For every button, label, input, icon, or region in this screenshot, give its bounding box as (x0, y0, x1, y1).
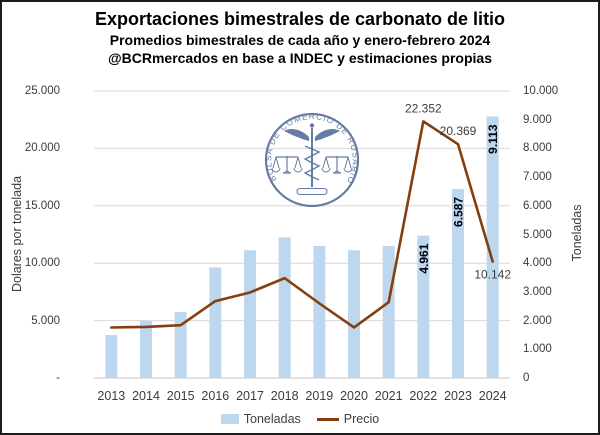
y-axis-tick-left: 15.000 (24, 199, 60, 212)
logo-scale-left (271, 156, 303, 174)
legend-bar-swatch-icon (220, 414, 239, 424)
bar-label-2022: 4.961 (417, 243, 431, 273)
logo-caduceus (284, 123, 340, 187)
logo-wing-left (284, 129, 309, 141)
logo-snake (303, 145, 321, 181)
legend-label-toneladas: Toneladas (243, 412, 301, 426)
bcr-logo-watermark: BOLSA DE COMERCIO DE ROSARIO (264, 112, 360, 208)
x-axis-label: 2023 (444, 389, 472, 403)
y-axis-title-right: Toneladas (570, 204, 584, 262)
x-axis-label: 2022 (409, 389, 438, 403)
y-axis-tick-right: 8.000 (523, 142, 552, 155)
line-label-2023: 20.369 (440, 124, 477, 138)
x-axis-label: 2019 (305, 389, 334, 403)
y-axis-tick-right: 4.000 (523, 257, 552, 270)
y-axis-tick-right: 10.000 (523, 85, 559, 97)
y-axis-tick-right: 7.000 (523, 171, 552, 184)
x-axis-label: 2014 (132, 389, 160, 403)
legend-item-toneladas: Toneladas (220, 412, 301, 426)
x-axis-label: 2013 (97, 389, 126, 403)
x-axis-label: 2016 (201, 389, 230, 403)
legend-label-precio: Precio (343, 412, 380, 426)
y-axis-tick-right: 1.000 (523, 343, 552, 356)
y-axis-tick-left: - (56, 372, 60, 384)
bar-label-2023: 6.587 (452, 197, 466, 227)
logo-circle (264, 112, 360, 208)
bar-2022 (417, 235, 430, 378)
y-axis-tick-right: 3.000 (523, 285, 552, 298)
line-series-precio (110, 120, 494, 329)
bar-2014 (140, 320, 152, 378)
bar-2019 (313, 245, 326, 378)
bar-2015 (174, 311, 187, 378)
x-axis-label: 2020 (340, 389, 368, 403)
bar-2016 (209, 267, 222, 378)
logo-wing-right (315, 129, 340, 141)
plot-area: BOLSA DE COMERCIO DE ROSARIO (94, 90, 511, 379)
y-axis-tick-right: 6.000 (523, 199, 552, 212)
price-line (110, 120, 494, 329)
y-axis-tick-left: 25.000 (24, 85, 60, 97)
bar-2023 (452, 188, 464, 378)
bar-2013 (105, 334, 118, 378)
chart-subtitle: Promedios bimestrales de cada año y ener… (109, 31, 491, 48)
bar-2018 (278, 237, 291, 378)
x-axis-label: 2017 (236, 389, 264, 403)
y-axis-tick-right: 9.000 (523, 113, 552, 126)
data-labels: 4.961 6.587 9.113 22.352 20.369 10.142 (405, 101, 511, 281)
bar-2021 (382, 245, 395, 378)
y-axis-tick-left: 10.000 (24, 257, 60, 270)
bar-2017 (244, 250, 256, 378)
chart-source: @BCRmercados en base a INDEC y estimacio… (107, 49, 492, 66)
logo-banner (296, 187, 328, 196)
x-axis-label: 2021 (374, 389, 403, 403)
y-axis-tick-left: 20.000 (24, 142, 60, 155)
bar-2020 (348, 250, 360, 378)
y-axis-tick-right: 2.000 (523, 314, 552, 327)
y-axis-title-left: Dolares por tonelada (10, 175, 24, 293)
bar-label-2024: 9.113 (486, 124, 500, 154)
line-label-2024: 10.142 (474, 268, 511, 282)
bars-series-toneladas (105, 116, 499, 378)
chart-title: Exportaciones bimestrales de carbonato d… (94, 9, 506, 29)
legend: Toneladas Precio (2, 408, 598, 430)
x-axis-label: 2018 (270, 389, 299, 403)
bar-2024 (486, 116, 499, 378)
legend-line-swatch-icon (316, 417, 339, 421)
y-axis-tick-right: 5.000 (523, 228, 552, 241)
x-axis-label: 2015 (166, 389, 195, 403)
x-axis-label: 2024 (478, 389, 507, 403)
logo-scale-right (321, 156, 353, 174)
line-label-2022: 22.352 (405, 101, 442, 115)
y-axis-tick-right: 0 (523, 372, 530, 384)
y-axis-tick-left: 5.000 (31, 314, 60, 327)
legend-item-precio: Precio (316, 412, 380, 426)
chart-header: Exportaciones bimestrales de carbonato d… (2, 8, 598, 67)
